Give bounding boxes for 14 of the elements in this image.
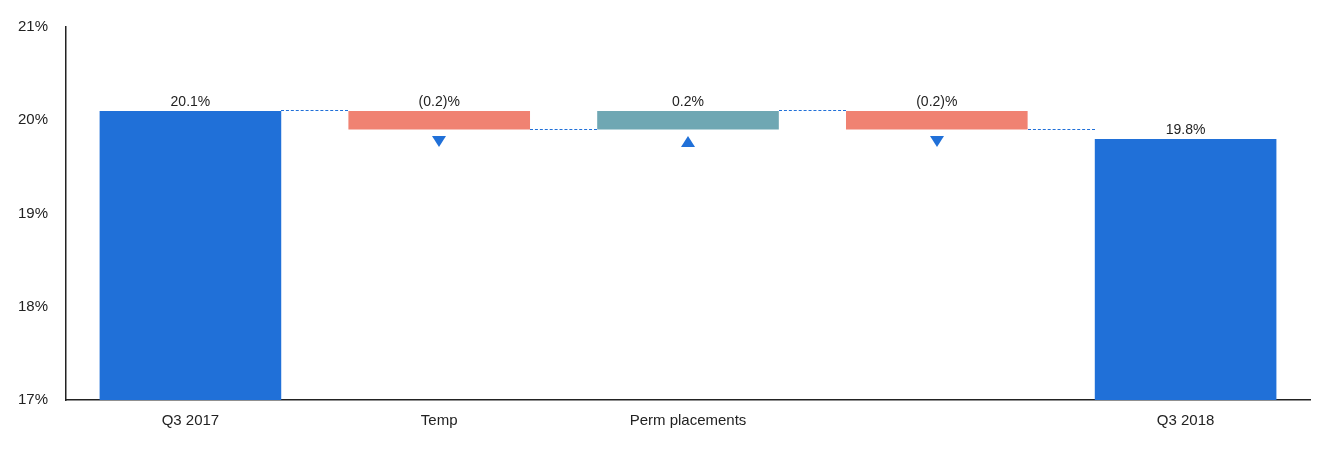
x-tick-label: Q3 2017 [161, 411, 220, 429]
y-tick-label: 19% [17, 203, 49, 221]
data-label: 0.2% [672, 92, 704, 109]
x-tick-label: Perm placements [629, 411, 747, 429]
data-label: 19.8% [1165, 120, 1206, 137]
data-label: (0.2)% [418, 92, 460, 109]
y-tick-label: 20% [17, 110, 49, 128]
y-tick-label: 17% [17, 390, 49, 408]
x-tick-label: Q3 2018 [1156, 411, 1215, 429]
y-tick-label: 18% [17, 296, 49, 314]
y-tick-label: 21% [17, 17, 49, 35]
data-label: 20.1% [170, 92, 211, 109]
data-label: (0.2)% [916, 92, 958, 109]
x-tick-label: Temp [420, 411, 458, 429]
